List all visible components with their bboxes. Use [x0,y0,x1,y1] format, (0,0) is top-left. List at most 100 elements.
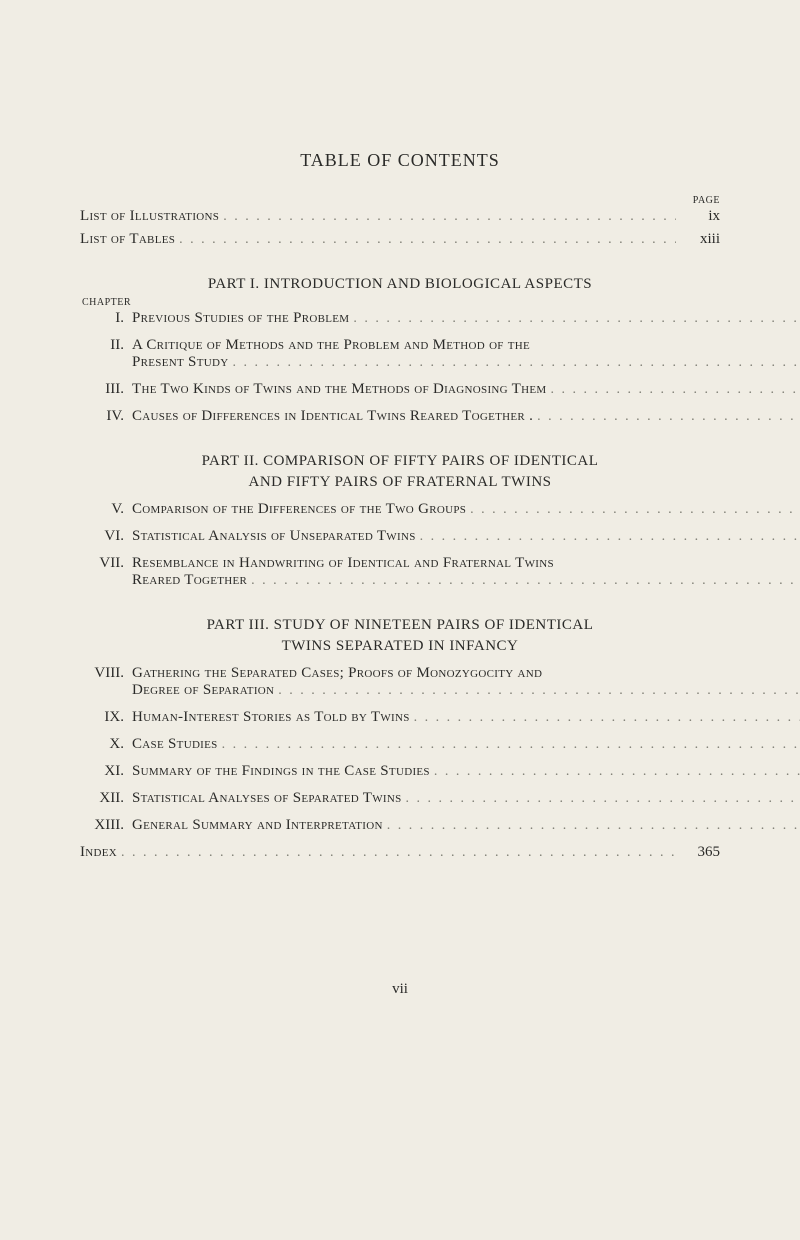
chapter-title: Degree of Separation [132,682,274,699]
chapter-title-line: Statistical Analyses of Separated Twins.… [132,790,800,807]
chapter-title-line: Human-Interest Stories as Told by Twins.… [132,709,800,726]
chapter-title-block: Previous Studies of the Problem. . . . .… [132,310,800,327]
chapter-title: Statistical Analysis of Unseparated Twin… [132,528,416,545]
chapter-title-block: Human-Interest Stories as Told by Twins.… [132,709,800,726]
chapter-title: Human-Interest Stories as Told by Twins [132,709,410,726]
chapter-number: V. [80,501,132,518]
chapter-title: Summary of the Findings in the Case Stud… [132,763,430,780]
chapter-title-block: Statistical Analysis of Unseparated Twin… [132,528,800,545]
leader-dots: . . . . . . . . . . . . . . . . . . . . … [251,573,800,589]
chapter-title: Previous Studies of the Problem [132,310,349,327]
front-matter-row: List of Illustrations. . . . . . . . . .… [80,208,720,225]
leader-dots: . . . . . . . . . . . . . . . . . . . . … [537,409,800,425]
leader-dots: . . . . . . . . . . . . . . . . . . . . … [550,382,800,398]
toc-title: TABLE OF CONTENTS [80,150,720,171]
part-heading: AND FIFTY PAIRS OF FRATERNAL TWINS [80,474,720,491]
part-heading: PART II. COMPARISON OF FIFTY PAIRS OF ID… [80,453,720,470]
chapter-row: X.Case Studies. . . . . . . . . . . . . … [80,736,720,753]
chapter-title-line: A Critique of Methods and the Problem an… [132,337,800,354]
chapter-title: Statistical Analyses of Separated Twins [132,790,402,807]
chapter-number: II. [80,337,132,354]
front-matter: List of Illustrations. . . . . . . . . .… [80,208,720,248]
leader-dots: . . . . . . . . . . . . . . . . . . . . … [406,791,800,807]
chapter-title-block: General Summary and Interpretation. . . … [132,817,800,834]
chapter-title: Comparison of the Differences of the Two… [132,501,466,518]
chapter-row: IV.Causes of Differences in Identical Tw… [80,408,720,425]
chapter-number: XII. [80,790,132,807]
chapter-row: IX.Human-Interest Stories as Told by Twi… [80,709,720,726]
chapter-title-block: Causes of Differences in Identical Twins… [132,408,800,425]
leader-dots: . . . . . . . . . . . . . . . . . . . . … [232,355,800,371]
leader-dots: . . . . . . . . . . . . . . . . . . . . … [414,710,800,726]
chapter-number: VI. [80,528,132,545]
chapter-number: X. [80,736,132,753]
chapter-title-line: Present Study. . . . . . . . . . . . . .… [132,354,800,371]
chapter-title-block: The Two Kinds of Twins and the Methods o… [132,381,800,398]
chapter-title: The Two Kinds of Twins and the Methods o… [132,381,546,398]
chapter-title-line: Resemblance in Handwriting of Identical … [132,555,800,572]
leader-dots: . . . . . . . . . . . . . . . . . . . . … [223,209,676,225]
leader-dots: . . . . . . . . . . . . . . . . . . . . … [420,529,800,545]
chapter-title: A Critique of Methods and the Problem an… [132,337,530,354]
leader-dots: . . . . . . . . . . . . . . . . . . . . … [179,232,676,248]
chapter-number: IX. [80,709,132,726]
chapter-row: VII.Resemblance in Handwriting of Identi… [80,555,720,589]
chapter-row: XIII.General Summary and Interpretation.… [80,817,720,834]
chapter-title-line: Reared Together. . . . . . . . . . . . .… [132,572,800,589]
chapter-title-line: Previous Studies of the Problem. . . . .… [132,310,800,327]
part-heading: TWINS SEPARATED IN INFANCY [80,638,720,655]
chapter-number: VIII. [80,665,132,682]
chapter-row: V.Comparison of the Differences of the T… [80,501,720,518]
chapter-title-line: Statistical Analysis of Unseparated Twin… [132,528,800,545]
index-label: Index [80,844,117,861]
chapter-number: VII. [80,555,132,572]
chapter-title: Present Study [132,354,228,371]
front-matter-label: List of Illustrations [80,208,219,225]
chapter-title-line: Summary of the Findings in the Case Stud… [132,763,800,780]
leader-dots: . . . . . . . . . . . . . . . . . . . . … [222,737,800,753]
chapter-row: II.A Critique of Methods and the Problem… [80,337,720,371]
chapter-title-block: Resemblance in Handwriting of Identical … [132,555,800,589]
chapter-title-block: Case Studies. . . . . . . . . . . . . . … [132,736,800,753]
chapter-title-line: Case Studies. . . . . . . . . . . . . . … [132,736,800,753]
chapter-number: I. [80,310,132,327]
chapter-title-line: Degree of Separation. . . . . . . . . . … [132,682,800,699]
leader-dots: . . . . . . . . . . . . . . . . . . . . … [353,311,800,327]
front-matter-row: List of Tables. . . . . . . . . . . . . … [80,231,720,248]
chapter-number: XIII. [80,817,132,834]
chapter-title-line: General Summary and Interpretation. . . … [132,817,800,834]
chapter-row: XI.Summary of the Findings in the Case S… [80,763,720,780]
front-matter-label: List of Tables [80,231,175,248]
leader-dots: . . . . . . . . . . . . . . . . . . . . … [278,683,800,699]
chapter-title: General Summary and Interpretation [132,817,383,834]
part-heading: PART III. STUDY OF NINETEEN PAIRS OF IDE… [80,617,720,634]
index-page: 365 [680,844,720,861]
chapter-title: Case Studies [132,736,218,753]
chapter-title-block: Summary of the Findings in the Case Stud… [132,763,800,780]
chapter-title-block: Statistical Analyses of Separated Twins.… [132,790,800,807]
chapter-title-line: Gathering the Separated Cases; Proofs of… [132,665,800,682]
parts-container: PART I. INTRODUCTION AND BIOLOGICAL ASPE… [80,276,720,834]
leader-dots: . . . . . . . . . . . . . . . . . . . . … [387,818,800,834]
front-matter-page: ix [680,208,720,225]
page-column-label: PAGE [80,195,720,206]
chapter-title: Gathering the Separated Cases; Proofs of… [132,665,542,682]
chapter-number: XI. [80,763,132,780]
chapter-title-block: Gathering the Separated Cases; Proofs of… [132,665,800,699]
chapter-title: Reared Together [132,572,247,589]
page-number-footer: vii [80,981,720,998]
chapter-row: I.Previous Studies of the Problem. . . .… [80,310,720,327]
leader-dots: . . . . . . . . . . . . . . . . . . . . … [121,845,676,861]
chapter-row: III.The Two Kinds of Twins and the Metho… [80,381,720,398]
part-heading: PART I. INTRODUCTION AND BIOLOGICAL ASPE… [80,276,720,293]
index-row: Index . . . . . . . . . . . . . . . . . … [80,844,720,861]
chapter-number: III. [80,381,132,398]
chapter-title-line: Comparison of the Differences of the Two… [132,501,800,518]
page-container: TABLE OF CONTENTS PAGE List of Illustrat… [0,0,800,1038]
chapter-title-line: Causes of Differences in Identical Twins… [132,408,800,425]
leader-dots: . . . . . . . . . . . . . . . . . . . . … [434,764,800,780]
chapter-row: VIII.Gathering the Separated Cases; Proo… [80,665,720,699]
chapter-title-block: A Critique of Methods and the Problem an… [132,337,800,371]
chapter-number: IV. [80,408,132,425]
chapter-column-label: CHAPTER [82,297,720,308]
